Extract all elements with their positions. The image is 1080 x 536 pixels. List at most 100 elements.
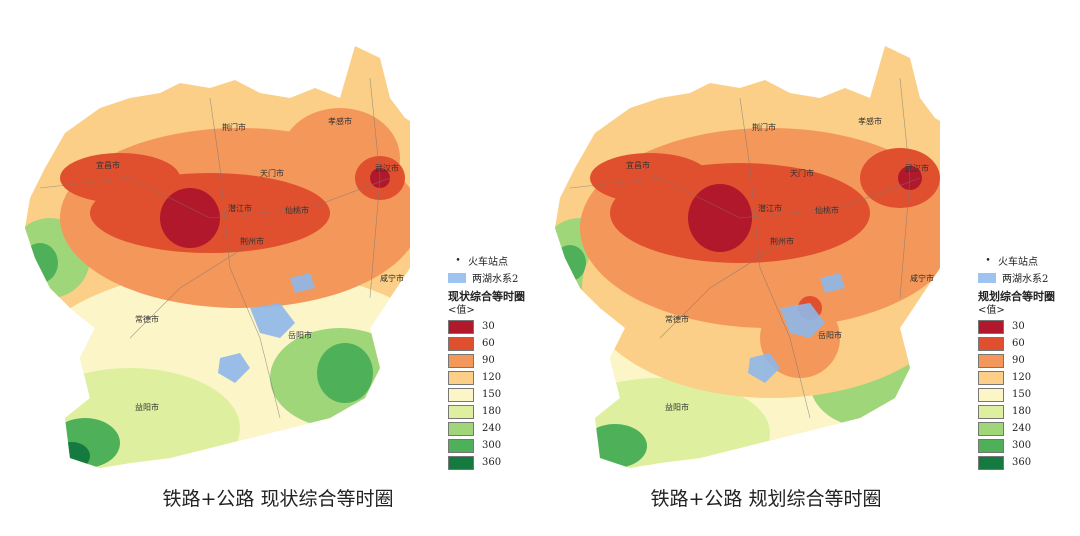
city-label-jingmen: 荆门市 (222, 122, 246, 132)
legend-class-label: 60 (482, 338, 495, 349)
legend-class-label: 90 (482, 355, 495, 366)
legend-subtitle: <值> (978, 305, 1005, 316)
map-panel-planned: 荆门市 孝感市 宜昌市 天门市 武汉市 潜江市 仙桃市 荆州市 咸宁市 常德市 … (540, 38, 1055, 470)
city-label-wuhan: 武汉市 (905, 163, 929, 173)
legend-class-row: 150 (978, 386, 1078, 403)
legend-title: 规划综合等时圈 (978, 290, 1055, 303)
legend-swatch (448, 455, 474, 470)
city-label-xiaogan: 孝感市 (328, 116, 352, 126)
legend-swatch (978, 336, 1004, 351)
legend-class-row: 60 (978, 335, 1078, 352)
legend-class-row: 30 (448, 318, 548, 335)
legend-water-row: 两湖水系2 (978, 269, 1078, 286)
legend-station-row: • 火车站点 (978, 252, 1078, 269)
map-panel-current: 荆门市 孝感市 宜昌市 天门市 武汉市 潜江市 仙桃市 荆州市 咸宁市 常德市 … (10, 38, 525, 470)
legend-class-row: 180 (978, 403, 1078, 420)
city-label-yichang: 宜昌市 (626, 160, 650, 170)
legend-class-row: 60 (448, 335, 548, 352)
legend-class-label: 180 (1012, 406, 1032, 417)
city-label-xianning: 咸宁市 (380, 273, 404, 283)
legend-class-label: 30 (482, 321, 495, 332)
legend-class-label: 240 (482, 423, 502, 434)
legend-class-label: 180 (482, 406, 502, 417)
legend-class-label: 120 (1012, 372, 1032, 383)
legend-water-row: 两湖水系2 (448, 269, 548, 286)
legend-class-row: 300 (448, 437, 548, 454)
legend-class-label: 240 (1012, 423, 1032, 434)
water-swatch-icon (978, 272, 996, 283)
legend-swatch (448, 421, 474, 436)
legend-classes: 30 60 90 120 150 180 240 300 360 (978, 318, 1078, 471)
city-label-xiaogan: 孝感市 (858, 116, 882, 126)
city-label-changde: 常德市 (665, 314, 689, 324)
legend-class-row: 120 (448, 369, 548, 386)
city-label-xiantao: 仙桃市 (285, 205, 309, 215)
legend-swatch (978, 455, 1004, 470)
legend-class-label: 90 (1012, 355, 1025, 366)
legend-swatch (448, 336, 474, 351)
legend-title: 现状综合等时圈 (448, 290, 525, 303)
legend-station-row: • 火车站点 (448, 252, 548, 269)
city-label-xiantao: 仙桃市 (815, 205, 839, 215)
legend-swatch (448, 353, 474, 368)
city-label-wuhan: 武汉市 (375, 163, 399, 173)
city-label-yichang: 宜昌市 (96, 160, 120, 170)
city-label-yiyang: 益阳市 (665, 402, 689, 412)
legend-class-row: 150 (448, 386, 548, 403)
caption-planned: 铁路+公路 规划综合等时圈 (650, 488, 882, 510)
legend-swatch (448, 387, 474, 402)
caption-current: 铁路+公路 现状综合等时圈 (162, 488, 394, 510)
isochrone-map-planned: 荆门市 孝感市 宜昌市 天门市 武汉市 潜江市 仙桃市 荆州市 咸宁市 常德市 … (555, 46, 940, 468)
legend-station-label: 火车站点 (998, 257, 1038, 268)
legend-class-row: 30 (978, 318, 1078, 335)
legend-swatch (448, 438, 474, 453)
legend-water-label: 两湖水系2 (1002, 274, 1049, 285)
isochrone-map-current: 荆门市 孝感市 宜昌市 天门市 武汉市 潜江市 仙桃市 荆州市 咸宁市 常德市 … (25, 46, 410, 468)
station-dot-icon: • (985, 255, 991, 266)
legend-planned: • 火车站点 两湖水系2 规划综合等时圈 <值> 30 60 90 120 150 180… (978, 252, 1078, 471)
legend-swatch (448, 370, 474, 385)
city-label-yiyang: 益阳市 (135, 402, 159, 412)
city-label-yueyang: 岳阳市 (288, 330, 312, 340)
legend-class-label: 120 (482, 372, 502, 383)
water-swatch-icon (448, 272, 466, 283)
city-label-qianjiang: 潜江市 (758, 203, 782, 213)
legend-class-label: 300 (482, 440, 502, 451)
legend-class-row: 90 (448, 352, 548, 369)
legend-station-label: 火车站点 (468, 257, 508, 268)
legend-swatch (978, 353, 1004, 368)
legend-class-label: 150 (482, 389, 502, 400)
legend-class-row: 240 (978, 420, 1078, 437)
legend-current: • 火车站点 两湖水系2 现状综合等时圈 <值> 30 60 90 120 150 180… (448, 252, 548, 471)
city-label-jingzhou: 荆州市 (770, 236, 794, 246)
legend-subtitle: <值> (448, 305, 475, 316)
station-dot-icon: • (455, 255, 461, 266)
city-label-jingzhou: 荆州市 (240, 236, 264, 246)
legend-class-label: 150 (1012, 389, 1032, 400)
legend-swatch (978, 421, 1004, 436)
city-label-tianmen: 天门市 (260, 168, 284, 178)
legend-swatch (978, 438, 1004, 453)
legend-swatch (448, 404, 474, 419)
city-label-qianjiang: 潜江市 (228, 203, 252, 213)
city-label-yueyang: 岳阳市 (818, 330, 842, 340)
city-label-changde: 常德市 (135, 314, 159, 324)
legend-class-label: 360 (482, 457, 502, 468)
legend-class-row: 240 (448, 420, 548, 437)
legend-swatch (978, 370, 1004, 385)
legend-swatch (978, 319, 1004, 334)
city-label-tianmen: 天门市 (790, 168, 814, 178)
legend-class-row: 120 (978, 369, 1078, 386)
legend-class-label: 300 (1012, 440, 1032, 451)
legend-class-row: 180 (448, 403, 548, 420)
city-label-xianning: 咸宁市 (910, 273, 934, 283)
legend-class-row: 360 (448, 454, 548, 471)
legend-class-label: 60 (1012, 338, 1025, 349)
legend-class-label: 360 (1012, 457, 1032, 468)
city-label-jingmen: 荆门市 (752, 122, 776, 132)
legend-class-row: 300 (978, 437, 1078, 454)
legend-class-row: 90 (978, 352, 1078, 369)
legend-swatch (978, 387, 1004, 402)
legend-swatch (978, 404, 1004, 419)
legend-water-label: 两湖水系2 (472, 274, 519, 285)
